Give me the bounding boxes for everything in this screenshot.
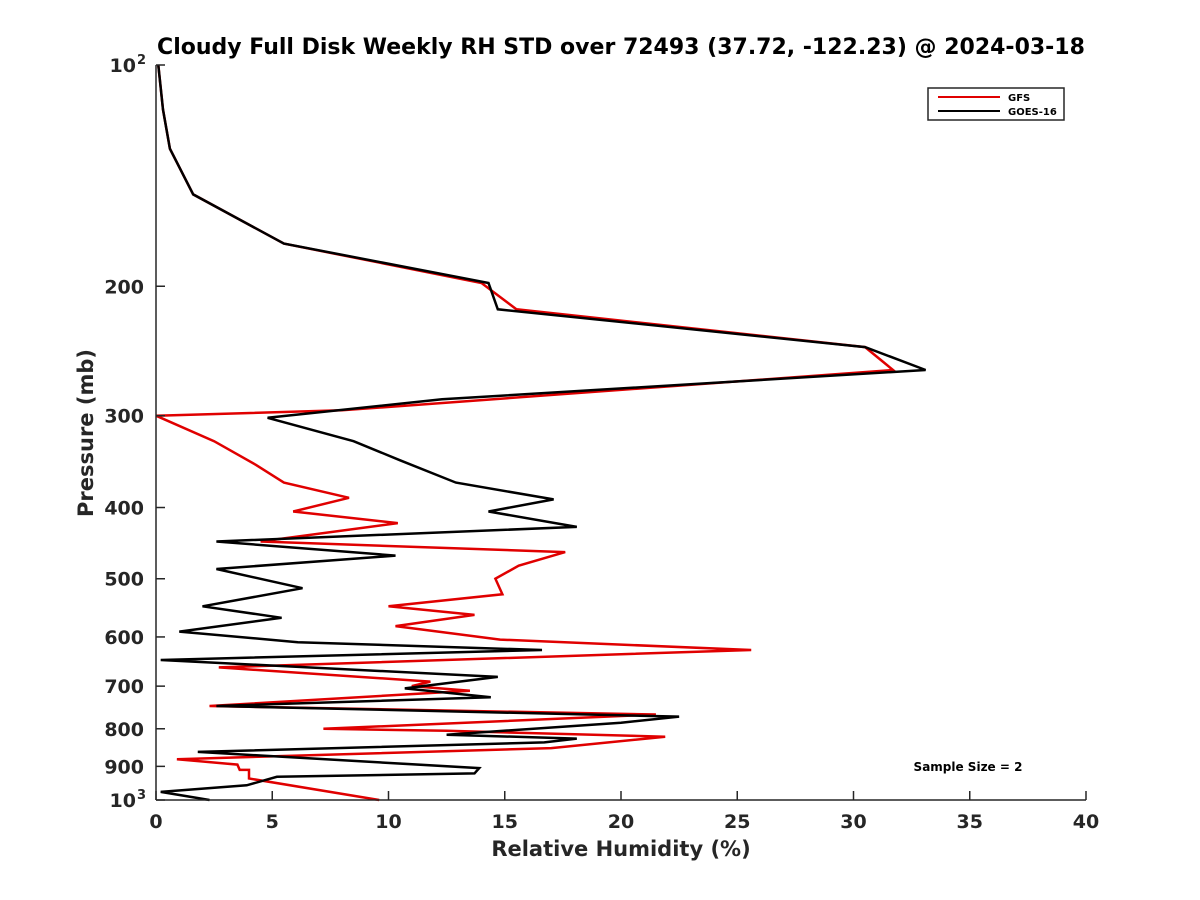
x-ticks: 0 5 10 15 20 25 30 35 40 — [149, 791, 1099, 833]
x-tick-label: 0 — [149, 811, 162, 833]
legend-box — [927, 87, 1065, 121]
plot-area: 0 5 10 15 20 25 30 35 40 10 220030040050060070080… — [104, 53, 1099, 833]
y-tick-label: 10 — [110, 790, 136, 812]
x-tick-label: 10 — [375, 811, 401, 833]
x-tick-label: 25 — [724, 811, 750, 833]
y-tick-label: 900 — [104, 756, 144, 778]
y-tick-label: 10 — [110, 55, 136, 77]
legend-label-gfs: GFS — [1008, 93, 1030, 104]
sample-size-annotation: Sample Size = 2 — [914, 760, 1023, 774]
y-tick-label: 500 — [104, 569, 144, 591]
x-tick-label: 15 — [492, 811, 518, 833]
chart-title: Cloudy Full Disk Weekly RH STD over 7249… — [157, 35, 1085, 60]
x-tick-label: 40 — [1073, 811, 1099, 833]
x-axis-label: Relative Humidity (%) — [491, 837, 750, 861]
legend: GFS GOES-16 — [927, 87, 1065, 121]
x-tick-label: 5 — [266, 811, 279, 833]
x-tick-label: 20 — [608, 811, 634, 833]
y-tick-label: 200 — [104, 276, 144, 298]
y-tick-label: 400 — [104, 498, 144, 520]
series-layer — [155, 64, 927, 802]
y-tick-label: 600 — [104, 627, 144, 649]
y-tick-label: 800 — [104, 719, 144, 741]
y-axis-label: Pressure (mb) — [74, 349, 98, 517]
x-tick-label: 30 — [840, 811, 866, 833]
y-tick-label-exponent: 2 — [137, 53, 146, 68]
legend-label-goes16: GOES-16 — [1008, 107, 1057, 118]
y-tick-label-exponent: 3 — [137, 788, 146, 803]
x-tick-label: 35 — [957, 811, 983, 833]
series-line-goes16 — [157, 64, 927, 802]
y-tick-label: 300 — [104, 406, 144, 428]
y-tick-label: 700 — [104, 676, 144, 698]
